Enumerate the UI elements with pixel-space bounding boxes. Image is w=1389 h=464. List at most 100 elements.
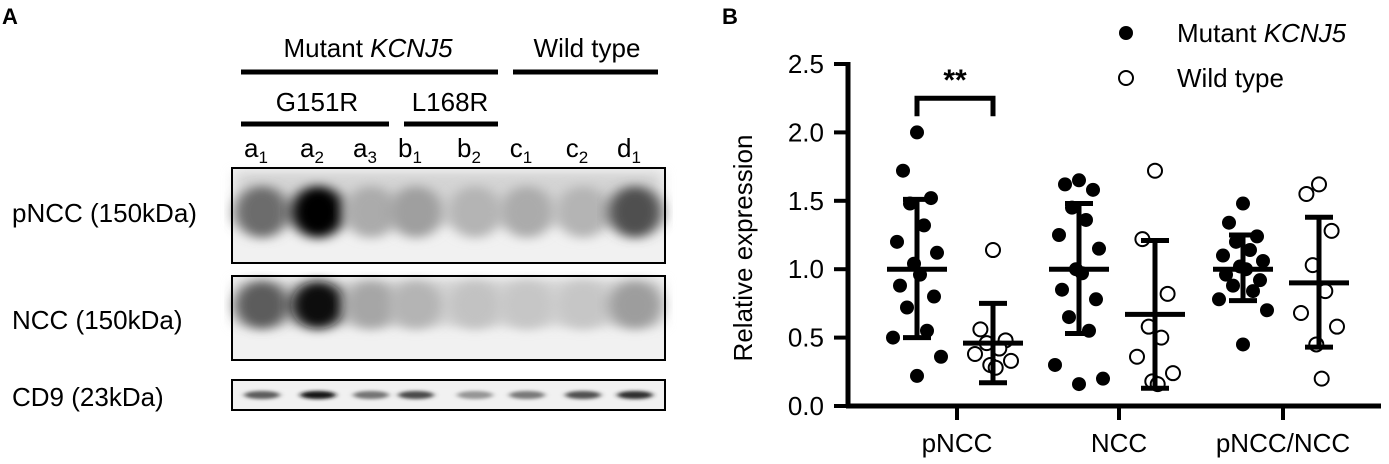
blot-band: [565, 391, 601, 399]
point-wildtype: [1293, 304, 1309, 321]
lane-label: c2: [566, 133, 588, 167]
lane-label: a2: [300, 133, 324, 167]
panel-b: B Relative expression 0.0 0.5 1.0 1.5 2.0 2.5…: [722, 4, 1381, 458]
panel-a: A Mutant KCNJ5 Wild type G151R L168R a1 a…: [2, 4, 666, 412]
lane-labels: a1 a2 a3 b1 b2 c1 c2 d1: [244, 133, 641, 167]
point-mutant: [917, 218, 931, 233]
point-wildtype: [1313, 370, 1330, 387]
legend-marker-mutant: [1119, 26, 1133, 40]
point-mutant: [1243, 243, 1257, 258]
legend-label-mutant: Mutant KCNJ5: [1177, 18, 1347, 48]
legend-label-wildtype: Wild type: [1177, 63, 1284, 93]
point-wildtype: [1129, 348, 1145, 365]
blot-band: [617, 391, 653, 399]
point-mutant: [910, 368, 924, 383]
blot-band: [291, 186, 345, 238]
y-tick-label: 0.5: [788, 323, 824, 353]
x-tick-label: pNCC/NCC: [1216, 428, 1350, 458]
blot-row: NCC (150kDa): [12, 275, 666, 361]
x-tick-label: pNCC: [922, 428, 993, 458]
blot-band: [389, 281, 443, 329]
blot-band: [235, 281, 289, 329]
blot-band: [448, 281, 502, 329]
point-mutant: [1052, 228, 1066, 242]
blot-band: [556, 186, 610, 238]
y-tick-label: 1.0: [788, 254, 824, 284]
point-wildtype: [972, 321, 989, 338]
group-wildtype: [1289, 176, 1349, 387]
group-mutant: [1212, 196, 1274, 352]
y-axis-title: Relative expression: [728, 135, 758, 362]
point-wildtype: [1323, 222, 1340, 239]
point-mutant: [1260, 303, 1274, 318]
point-mutant: [896, 163, 910, 178]
point-mutant: [1236, 337, 1250, 352]
point-wildtype: [1003, 352, 1019, 369]
point-mutant: [1086, 182, 1100, 197]
point-mutant: [1226, 278, 1240, 293]
point-mutant: [1096, 371, 1110, 386]
blot-band: [500, 281, 554, 329]
blot-band: [291, 281, 345, 329]
point-mutant: [1212, 292, 1226, 307]
point-wildtype: [985, 242, 1001, 259]
blot-row-label: NCC (150kDa): [12, 305, 183, 335]
blot-band: [353, 391, 389, 399]
point-mutant: [1229, 234, 1243, 249]
point-mutant: [1256, 253, 1270, 268]
blot-row: pNCC (150kDa): [12, 167, 666, 264]
point-wildtype: [1165, 365, 1181, 382]
point-mutant: [900, 300, 914, 315]
blot-band: [344, 186, 398, 238]
blot-band: [509, 391, 545, 399]
mutant-group-label: Mutant KCNJ5: [283, 33, 453, 63]
point-wildtype: [967, 346, 983, 363]
point-mutant: [1072, 173, 1086, 188]
point-mutant: [1055, 282, 1069, 297]
blot-band: [448, 186, 502, 238]
lane-label: a3: [353, 133, 377, 167]
point-mutant: [1089, 292, 1103, 307]
point-wildtype: [1311, 176, 1327, 193]
point-mutant: [893, 278, 907, 293]
point-wildtype: [1298, 185, 1315, 202]
blot-band: [608, 281, 662, 329]
point-mutant: [1048, 357, 1062, 372]
group-wildtype: [963, 242, 1023, 386]
legend-marker-wildtype: [1118, 70, 1134, 86]
point-mutant: [920, 323, 934, 338]
point-mutant: [1253, 273, 1267, 288]
legend: Mutant KCNJ5 Wild type: [1118, 18, 1347, 93]
subgroup-g151r-label: G151R: [276, 87, 358, 117]
point-mutant: [1222, 215, 1236, 230]
blot-band: [500, 186, 554, 238]
blot-row-label: CD9 (23kDa): [12, 382, 164, 412]
blot-frame: [231, 167, 666, 264]
blot-band: [389, 186, 443, 238]
blot-band: [244, 391, 280, 399]
point-mutant: [1072, 377, 1086, 392]
lane-label: c1: [510, 133, 532, 167]
point-mutant: [930, 245, 944, 260]
point-mutant: [927, 289, 941, 304]
blot-band: [235, 186, 289, 238]
point-mutant: [886, 330, 900, 345]
subgroup-l168r-label: L168R: [412, 87, 489, 117]
point-wildtype: [1147, 162, 1163, 179]
y-tick-label: 1.5: [788, 186, 824, 216]
point-wildtype: [1329, 318, 1345, 335]
lane-label: b1: [398, 133, 422, 167]
blot-band: [344, 281, 398, 329]
blot-row: CD9 (23kDa): [12, 379, 666, 412]
blot-band: [457, 391, 493, 399]
group-wildtype: [1125, 162, 1185, 393]
x-tick-label: NCC: [1091, 428, 1147, 458]
point-wildtype: [1159, 285, 1176, 302]
point-mutant: [910, 125, 924, 140]
y-tick-label: 2.5: [788, 49, 824, 79]
chart-plot: 0.0 0.5 1.0 1.5 2.0 2.5 pNCC NCC pNCC/NCC **: [788, 49, 1381, 458]
y-tick-label: 0.0: [788, 391, 824, 421]
wildtype-group-label: Wild type: [534, 33, 641, 63]
blot-frame: [231, 379, 666, 411]
blot-band: [556, 281, 610, 329]
